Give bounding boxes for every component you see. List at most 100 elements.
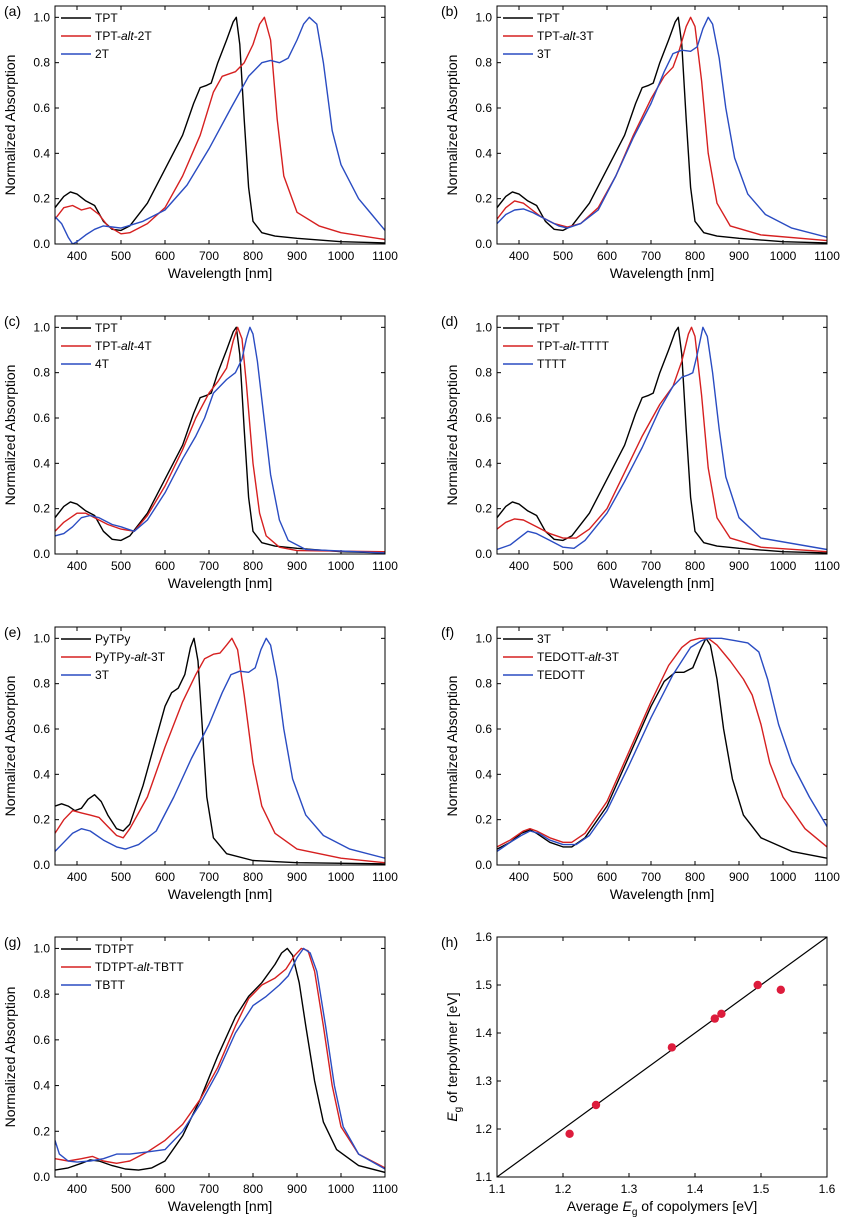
plot-area: [55, 326, 385, 554]
series-line-4t: [55, 326, 385, 554]
y-tick-label: 0.2: [33, 1124, 50, 1138]
y-tick-label: 1.3: [475, 1074, 492, 1088]
y-tick-label: 0.2: [475, 502, 492, 516]
y-tick-label: 1.6: [475, 930, 492, 944]
text-part: alt: [137, 960, 150, 974]
y-tick-label: 0.6: [33, 722, 50, 736]
x-tick-label: 600: [597, 249, 617, 263]
x-tick-label: 1100: [814, 870, 840, 884]
data-point: [753, 980, 762, 990]
x-tick-label: 600: [597, 559, 617, 573]
text-part: -3T: [147, 650, 166, 664]
text-part: -3T: [576, 29, 595, 43]
data-point: [710, 1014, 719, 1023]
x-tick-label: 1.5: [753, 1182, 770, 1196]
y-tick-label: 0.4: [475, 456, 492, 470]
x-tick-label: 900: [287, 1182, 307, 1196]
legend-label: TPT-alt-3T: [537, 29, 594, 43]
x-tick-label: 400: [67, 559, 87, 573]
y-tick-label: 0.2: [475, 192, 492, 206]
legend-label: TPT: [95, 11, 118, 25]
text-part: TPT-: [537, 339, 563, 353]
panel-label: (a): [4, 3, 21, 19]
y-tick-label: 1.0: [33, 10, 50, 24]
x-tick-label: 600: [155, 1182, 175, 1196]
x-tick-label: 800: [685, 559, 705, 573]
text-part: TPT: [537, 11, 560, 25]
panel-label: (g): [4, 934, 21, 950]
legend-label: TBTT: [95, 978, 126, 992]
text-part: 3T: [537, 47, 552, 61]
panel-label: (c): [4, 313, 20, 329]
y-tick-label: 0.2: [475, 813, 492, 827]
legend-label: TPT: [95, 321, 118, 335]
text-part: -3T: [601, 650, 620, 664]
y-tick-label: 0.0: [33, 237, 50, 251]
text-part: of terpolymer [eV]: [444, 992, 460, 1106]
y-tick-label: 0.8: [33, 987, 50, 1001]
series-line-tedott: [497, 637, 827, 852]
series-line-tbtt: [55, 947, 385, 1170]
text-part: TPT: [95, 321, 118, 335]
text-part: TPT: [95, 11, 118, 25]
y-axis-label: Normalized Absorption: [2, 987, 18, 1128]
text-part: -2T: [134, 29, 153, 43]
series-line-3t: [497, 637, 827, 859]
data-point: [776, 985, 785, 994]
text-part: E: [444, 1112, 460, 1122]
y-tick-label: 1.0: [475, 10, 492, 24]
series-line-tpt: [55, 326, 385, 554]
x-axis-label: Wavelength [nm]: [168, 265, 273, 281]
x-tick-label: 1000: [770, 249, 797, 263]
text-part: Average: [567, 1198, 623, 1214]
plot-frame: [496, 936, 828, 1178]
text-part: alt: [563, 339, 576, 353]
x-tick-label: 400: [67, 1182, 87, 1196]
x-tick-label: 800: [243, 870, 263, 884]
y-tick-label: 0.4: [33, 456, 50, 470]
y-tick-label: 0.6: [475, 101, 492, 115]
x-axis-label: Wavelength [nm]: [168, 1198, 273, 1214]
x-tick-label: 600: [597, 870, 617, 884]
x-tick-label: 800: [243, 559, 263, 573]
legend-label: PyTPy: [95, 632, 130, 646]
panel-a: 400 500 600 700 800 900 1000 1100 0.0 0.2 0.4 0.6 0.…: [2, 3, 398, 281]
plot-area: [497, 937, 827, 1177]
x-tick-label: 600: [155, 870, 175, 884]
y-tick-label: 0.8: [33, 677, 50, 691]
plot-frame: [496, 5, 828, 245]
x-tick-label: 800: [685, 249, 705, 263]
x-axis-label: Wavelength [nm]: [168, 886, 273, 902]
x-tick-label: 1100: [372, 870, 398, 884]
text-part: PyTPy: [95, 632, 130, 646]
series-line-tdtpt-alt-tbtt: [55, 947, 385, 1169]
data-point: [565, 1129, 574, 1139]
y-tick-label: 0.2: [33, 502, 50, 516]
x-tick-label: 900: [287, 870, 307, 884]
data-point: [667, 1043, 677, 1052]
x-tick-label: 1000: [328, 870, 355, 884]
x-tick-label: 400: [509, 559, 529, 573]
series-line-2t: [55, 16, 385, 244]
x-tick-label: 1.4: [687, 1182, 704, 1196]
y-tick-label: 1.0: [33, 631, 50, 645]
x-tick-label: 1100: [372, 1182, 398, 1196]
panel-e: 400 500 600 700 800 900 1000 1100 0.0 0.2 0.4 0.6 0.…: [2, 624, 398, 902]
series-line-pytpy-alt-3t: [55, 637, 385, 864]
panel-f: 400 500 600 700 800 900 1000 1100 0.0 0.2 0.4 0.6 0.…: [441, 624, 840, 902]
text-part: alt: [588, 650, 601, 664]
y-tick-label: 0.8: [475, 366, 492, 380]
series-line-tedott-alt-3t: [497, 637, 827, 848]
y-tick-label: 0.8: [33, 366, 50, 380]
x-tick-label: 500: [111, 870, 131, 884]
legend-label: TPT-alt-2T: [95, 29, 152, 43]
x-tick-label: 500: [553, 249, 573, 263]
x-axis-label: Average Eg of copolymers [eV]: [567, 1198, 758, 1218]
panel-label: (f): [441, 624, 454, 640]
legend-label: TPT-alt-4T: [95, 339, 152, 353]
panel-label: (d): [441, 313, 458, 329]
panel-g: 400 500 600 700 800 900 1000 1100 0.0 0.2 0.4 0.6 0.…: [2, 934, 398, 1214]
y-tick-label: 0.4: [33, 767, 50, 781]
legend-label: 4T: [95, 357, 110, 371]
text-part: alt: [121, 29, 134, 43]
